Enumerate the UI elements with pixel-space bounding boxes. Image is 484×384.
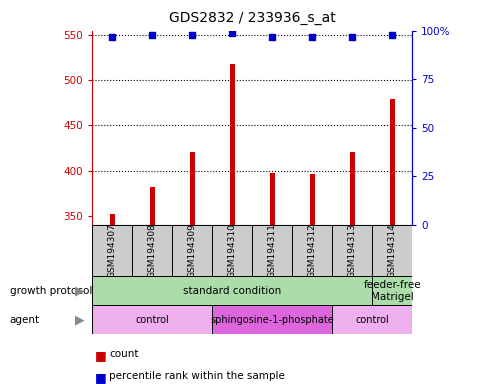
Text: feeder-free
Matrigel: feeder-free Matrigel	[363, 280, 420, 302]
Text: ■: ■	[94, 371, 106, 384]
Text: count: count	[109, 349, 138, 359]
Bar	[332, 225, 372, 276]
Bar	[372, 276, 411, 305]
Text: ▶: ▶	[75, 313, 85, 326]
Point	[348, 33, 355, 40]
Point	[188, 31, 196, 38]
Point	[388, 31, 395, 38]
Bar	[389, 99, 394, 225]
Bar	[150, 187, 154, 225]
Text: GSM194307: GSM194307	[107, 223, 117, 278]
Text: GSM194314: GSM194314	[387, 223, 396, 278]
Text: control: control	[135, 314, 169, 325]
Text: growth protocol: growth protocol	[10, 286, 92, 296]
Text: ■: ■	[94, 349, 106, 362]
Text: GSM194312: GSM194312	[307, 223, 316, 278]
Text: GSM194308: GSM194308	[147, 223, 156, 278]
Bar	[372, 225, 411, 276]
Point	[108, 33, 116, 40]
Text: agent: agent	[10, 314, 40, 325]
Text: GSM194311: GSM194311	[267, 223, 276, 278]
Point	[268, 33, 275, 40]
Text: GSM194309: GSM194309	[187, 223, 197, 278]
Point	[148, 31, 156, 38]
Point	[228, 30, 236, 36]
Bar	[229, 64, 234, 225]
Bar	[309, 174, 314, 225]
Bar	[269, 173, 274, 225]
Bar	[212, 305, 332, 334]
Text: percentile rank within the sample: percentile rank within the sample	[109, 371, 285, 381]
Bar	[349, 152, 354, 225]
Bar	[92, 225, 132, 276]
Text: control: control	[355, 314, 388, 325]
Text: GDS2832 / 233936_s_at: GDS2832 / 233936_s_at	[168, 11, 335, 25]
Bar	[291, 225, 332, 276]
Bar	[92, 305, 212, 334]
Point	[308, 33, 316, 40]
Text: ▶: ▶	[75, 285, 85, 297]
Text: GSM194313: GSM194313	[347, 223, 356, 278]
Bar	[92, 276, 372, 305]
Bar	[132, 225, 172, 276]
Bar	[109, 214, 114, 225]
Bar	[172, 225, 212, 276]
Text: GSM194310: GSM194310	[227, 223, 236, 278]
Text: sphingosine-1-phosphate: sphingosine-1-phosphate	[210, 314, 333, 325]
Bar	[252, 225, 291, 276]
Bar	[332, 305, 411, 334]
Bar	[212, 225, 252, 276]
Bar	[189, 152, 194, 225]
Text: standard condition: standard condition	[182, 286, 281, 296]
